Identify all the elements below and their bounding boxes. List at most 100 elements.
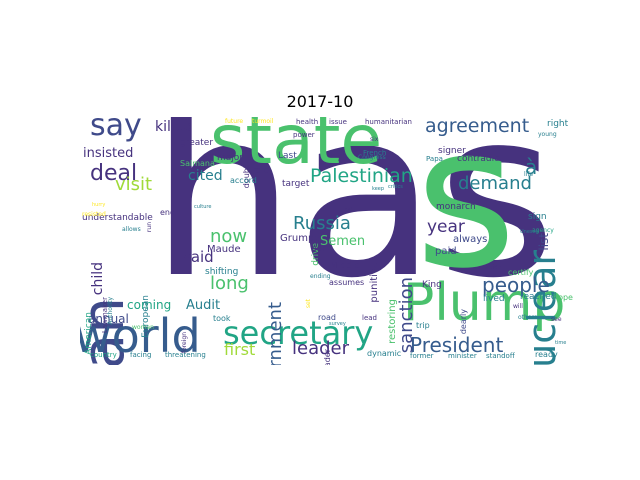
cloud-word: abide bbox=[485, 264, 502, 271]
cloud-word: major bbox=[217, 153, 243, 163]
cloud-word: demand bbox=[458, 173, 532, 194]
cloud-word: King bbox=[422, 280, 442, 290]
cloud-word: dynamic bbox=[367, 349, 402, 358]
cloud-word: first bbox=[224, 340, 256, 359]
cloud-word: punitive bbox=[369, 262, 380, 303]
cloud-word: ban bbox=[311, 244, 328, 254]
cloud-word: French bbox=[363, 149, 387, 157]
cloud-word: leader bbox=[292, 338, 350, 359]
cloud-word: role bbox=[252, 166, 270, 176]
cloud-word: government bbox=[265, 302, 286, 365]
cloud-word: long bbox=[210, 273, 249, 294]
cloud-word: Plump bbox=[403, 273, 566, 333]
cloud-word: paid bbox=[435, 246, 457, 257]
cloud-word: Last bbox=[278, 151, 297, 161]
cloud-word: leader bbox=[323, 349, 332, 365]
cloud-word: Salmana bbox=[180, 159, 215, 168]
cloud-word: restoring bbox=[387, 299, 398, 344]
cloud-word: European bbox=[141, 295, 151, 338]
cloud-word: turmoil bbox=[252, 118, 274, 125]
cloud-word: time bbox=[555, 340, 567, 346]
cloud-word: foreign bbox=[181, 332, 188, 354]
cloud-word: facing bbox=[130, 351, 152, 359]
cloud-word: reached bbox=[520, 292, 557, 302]
cloud-word: Unesco bbox=[520, 229, 539, 235]
cloud-word: American bbox=[84, 312, 94, 355]
cloud-word: s bbox=[415, 117, 517, 311]
cloud-word: leaf bbox=[343, 207, 353, 213]
cloud-word: coming bbox=[127, 298, 172, 312]
cloud-word: woman bbox=[132, 324, 154, 331]
cloud-word: others bbox=[518, 314, 538, 321]
cloud-word: said bbox=[183, 248, 214, 266]
cloud-word: cited bbox=[188, 168, 223, 184]
cloud-word: allows bbox=[122, 226, 141, 233]
cloud-word: see bbox=[551, 316, 562, 323]
cloud-word: always bbox=[453, 234, 488, 245]
cloud-word: humanitarian bbox=[365, 118, 412, 126]
cloud-word: six bbox=[370, 136, 379, 143]
cloud-word: Grumpy bbox=[280, 233, 321, 244]
cloud-word: ready bbox=[535, 350, 558, 359]
cloud-word: set bbox=[305, 299, 312, 309]
cloud-word: future bbox=[225, 118, 244, 125]
cloud-word: power bbox=[293, 131, 315, 139]
cloud-word: minister bbox=[448, 352, 477, 360]
cloud-word: monarch bbox=[436, 202, 476, 212]
cloud-word: run bbox=[146, 222, 153, 233]
cloud-word: secretary bbox=[223, 314, 374, 352]
cloud-word: visit bbox=[115, 174, 153, 195]
cloud-word: issue bbox=[329, 118, 347, 126]
cloud-word: agency bbox=[532, 227, 554, 234]
cloud-word: killed bbox=[155, 119, 193, 135]
cloud-word: country bbox=[90, 351, 117, 359]
cloud-word: hope bbox=[553, 293, 573, 302]
cloud-word: signer bbox=[438, 146, 466, 156]
cloud-word: sanction bbox=[396, 277, 417, 354]
cloud-word: Authority bbox=[107, 297, 114, 325]
cloud-word: end bbox=[160, 208, 176, 217]
cloud-word: road bbox=[318, 313, 336, 322]
cloud-word: à bbox=[525, 155, 538, 179]
cloud-word: resisted bbox=[82, 211, 106, 218]
cloud-word: deal bbox=[90, 161, 138, 186]
cloud-word: took bbox=[213, 314, 231, 323]
cloud-word: sign bbox=[528, 212, 547, 222]
cloud-word: contradict bbox=[457, 154, 503, 164]
cloud-word: lived bbox=[483, 294, 505, 304]
cloud-word: health bbox=[296, 118, 319, 126]
cloud-word: Papa bbox=[426, 155, 443, 163]
cloud-word: standoff bbox=[486, 352, 515, 360]
cloud-word: understandable bbox=[82, 213, 153, 223]
cloud-word: list bbox=[537, 233, 551, 251]
cloud-word: accord bbox=[230, 176, 257, 185]
cloud-word: now bbox=[210, 226, 248, 247]
cloud-word: survey bbox=[329, 321, 346, 327]
cloud-word: former bbox=[410, 352, 434, 360]
cloud-word: Congress bbox=[358, 154, 386, 161]
cloud-word: keep bbox=[372, 186, 385, 192]
cloud-word: ending bbox=[310, 273, 331, 280]
cloud-word: President bbox=[410, 333, 504, 357]
cloud-word: right bbox=[547, 119, 569, 129]
cloud-word: culture bbox=[194, 204, 212, 210]
cloud-word: child bbox=[90, 262, 106, 296]
chart-title: 2017-10 bbox=[286, 92, 354, 111]
cloud-word: has bbox=[150, 117, 557, 329]
cloud-word: young bbox=[538, 131, 557, 138]
cloud-word: target bbox=[282, 179, 310, 189]
cloud-word: will bbox=[513, 303, 523, 310]
cloud-word: critics bbox=[388, 184, 403, 190]
cloud-word: threatening bbox=[165, 351, 206, 359]
cloud-word: say bbox=[90, 117, 142, 143]
cloud-word: agreement bbox=[425, 117, 530, 137]
cloud-word: state bbox=[210, 117, 383, 180]
cloud-word: Palestinian bbox=[310, 165, 413, 187]
cloud-word: people bbox=[482, 273, 550, 297]
cloud-word: hurry bbox=[92, 202, 106, 208]
cloud-word: Russia bbox=[293, 213, 351, 234]
cloud-word: trip bbox=[416, 321, 430, 330]
cloud-word: certify bbox=[508, 268, 534, 277]
cloud-word: annual bbox=[88, 312, 129, 326]
cloud-word: dearly bbox=[459, 309, 468, 335]
